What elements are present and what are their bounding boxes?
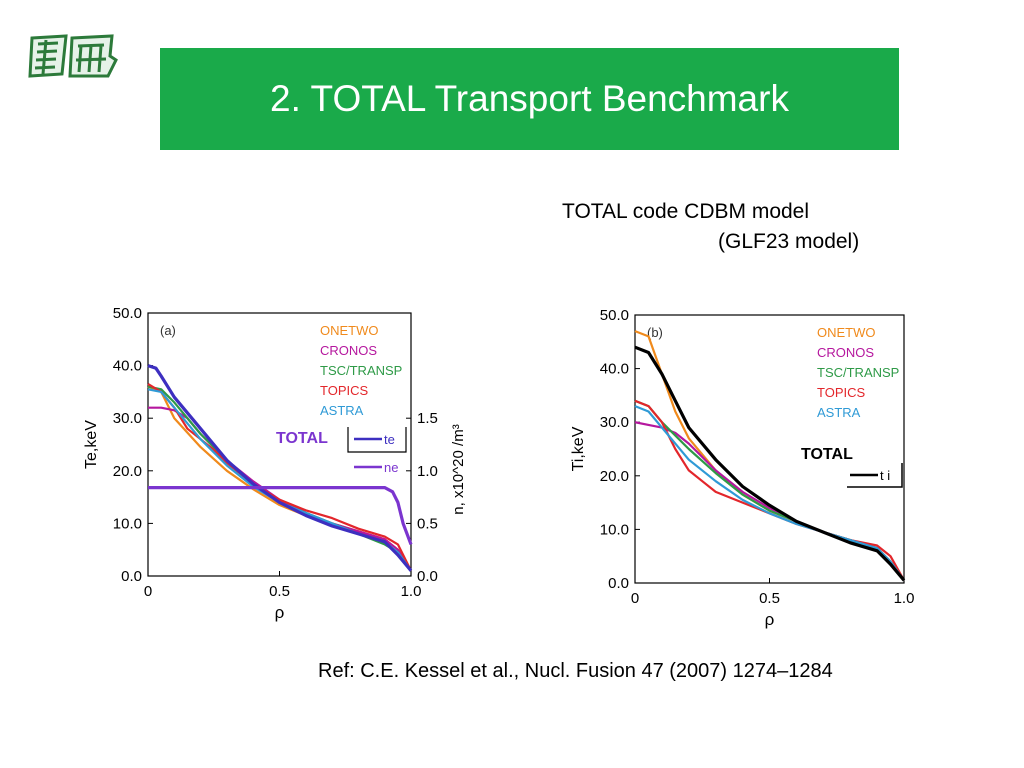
total-label: TOTAL — [276, 430, 328, 447]
x-tick-label: 1.0 — [894, 590, 915, 607]
x-tick-label: 1.0 — [401, 583, 422, 600]
legend-entry-astra: ASTRA — [817, 405, 861, 420]
series-line-cronos — [634, 421, 905, 581]
y-tick-label: 10.0 — [113, 515, 142, 532]
y-tick-label: 50.0 — [113, 305, 142, 322]
legend-entry-topics: TOPICS — [817, 385, 865, 400]
x-tick-label: 0.5 — [269, 583, 290, 600]
y-tick-label: 40.0 — [113, 358, 142, 375]
y2-axis-label: n, x10^20 /m³ — [450, 424, 467, 514]
legend-entry-onetwo: ONETWO — [320, 323, 379, 338]
series-line-tsc-transp — [634, 399, 905, 581]
series-line-topics — [634, 399, 905, 581]
x-axis-label: ρ — [765, 610, 775, 629]
y2-tick-label: 0.0 — [417, 568, 438, 585]
y-tick-label: 30.0 — [113, 410, 142, 427]
series-line-astra — [634, 405, 905, 581]
title-bar: 2. TOTAL Transport Benchmark — [160, 48, 899, 150]
x-tick-label: 0 — [631, 590, 639, 607]
y2-tick-label: 1.0 — [417, 463, 438, 480]
panel-label: (a) — [160, 323, 176, 338]
subtitle-line-1: TOTAL code CDBM model — [562, 200, 810, 223]
y-tick-label: 30.0 — [600, 414, 629, 431]
total-legend-entry-ne: ne — [384, 460, 398, 475]
total-legend-box — [847, 463, 903, 488]
chart-te-profile: 0.010.020.030.040.050.00 0.5 1.00.00.51.01… — [83, 305, 467, 622]
reference-citation: Ref: C.E. Kessel et al., Nucl. Fusion 47… — [318, 660, 833, 682]
total-legend-entry-t-i: t i — [880, 468, 890, 483]
series-line-t-i — [634, 345, 906, 582]
chart-ti-profile: 0.0 10.0 20.0 30.0 40.0 50.0 0 0.5 1.0 ρ Ti,keV (b)… — [570, 307, 915, 629]
total-legend-entry-te: te — [384, 432, 395, 447]
legend-entry-tsc-transp: TSC/TRANSP — [817, 365, 899, 380]
x-axis-label: ρ — [275, 603, 285, 622]
panel-label: (b) — [647, 325, 663, 340]
legend-entry-cronos: CRONOS — [320, 343, 377, 358]
series-line-te — [147, 364, 413, 572]
y-axis-label: Ti,keV — [570, 426, 587, 471]
subtitle-line-2: (GLF23 model) — [718, 230, 860, 253]
y-tick-label: 0.0 — [608, 575, 629, 592]
x-tick-label: 0.5 — [759, 590, 780, 607]
slide-title: 2. TOTAL Transport Benchmark — [270, 78, 789, 119]
legend-entry-topics: TOPICS — [320, 383, 368, 398]
legend-entry-tsc-transp: TSC/TRANSP — [320, 363, 402, 378]
series-line-ne — [148, 486, 413, 545]
y2-tick-label: 0.5 — [417, 515, 438, 532]
total-legend-box — [347, 427, 407, 453]
legend-entry-astra: ASTRA — [320, 403, 364, 418]
x-tick-label: 0 — [144, 583, 152, 600]
y-tick-label: 0.0 — [121, 568, 142, 585]
y-tick-label: 20.0 — [113, 463, 142, 480]
y-axis-label: Te,keV — [83, 420, 100, 469]
y2-tick-label: 1.5 — [417, 410, 438, 427]
legend-entry-cronos: CRONOS — [817, 345, 874, 360]
y-tick-label: 50.0 — [600, 307, 629, 324]
y-tick-label: 20.0 — [600, 468, 629, 485]
institution-logo — [28, 34, 118, 78]
total-label: TOTAL — [801, 446, 853, 463]
y-tick-label: 40.0 — [600, 361, 629, 378]
legend-entry-onetwo: ONETWO — [817, 325, 876, 340]
y-tick-label: 10.0 — [600, 521, 629, 538]
